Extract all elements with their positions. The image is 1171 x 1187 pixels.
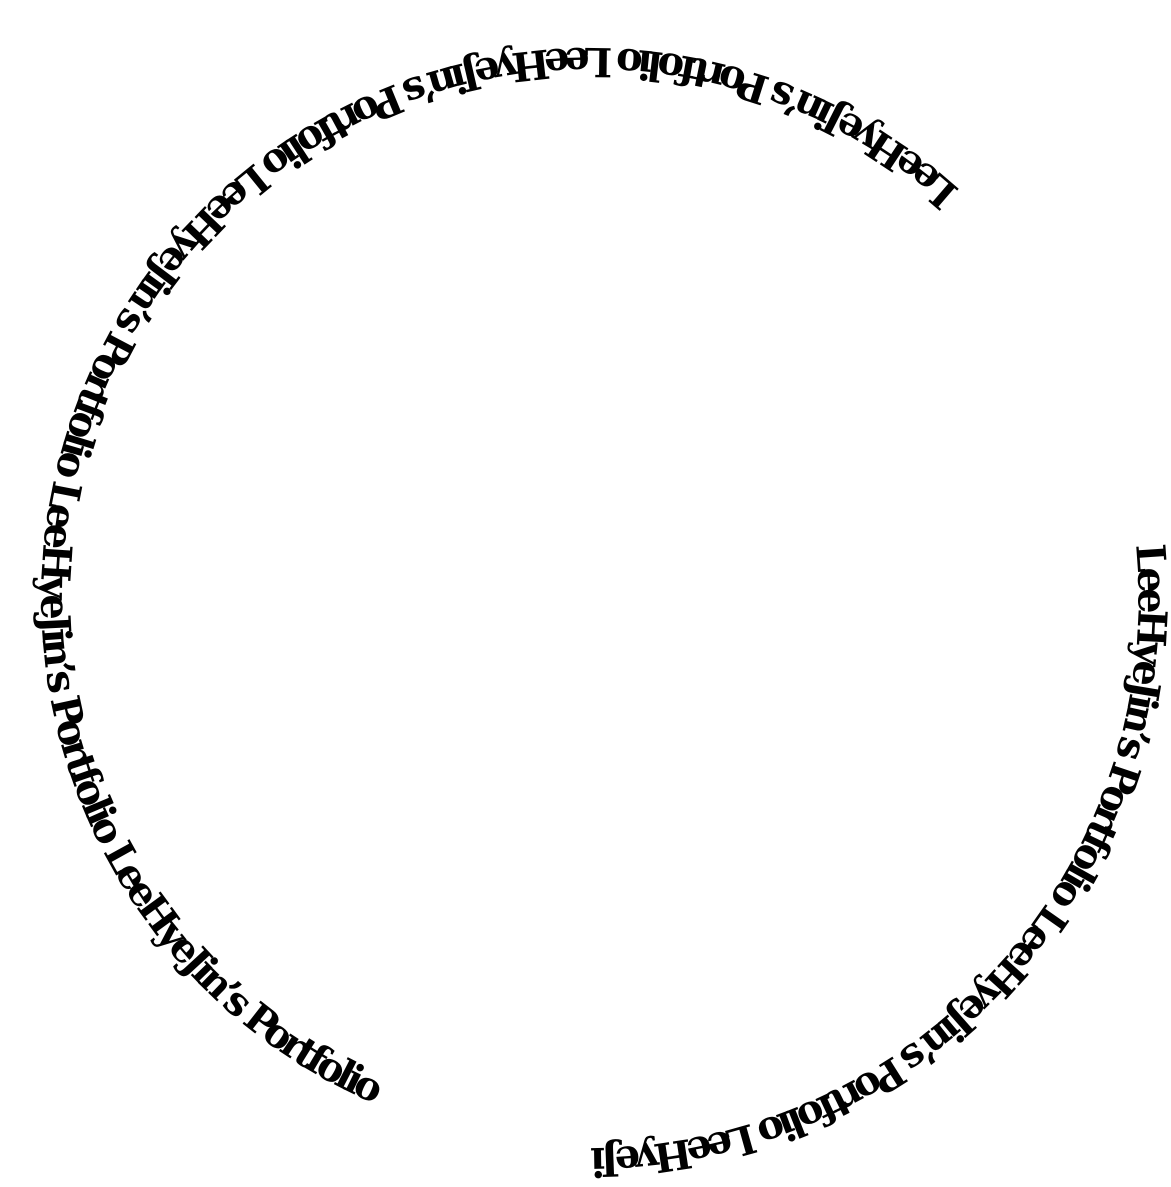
circular-text-arc-1: LeeHyeJin’s Portfolio LeeHyeJin’s Portfo… bbox=[31, 38, 967, 1113]
circular-text-arc-1-path: LeeHyeJin’s Portfolio LeeHyeJin’s Portfo… bbox=[31, 38, 967, 1113]
